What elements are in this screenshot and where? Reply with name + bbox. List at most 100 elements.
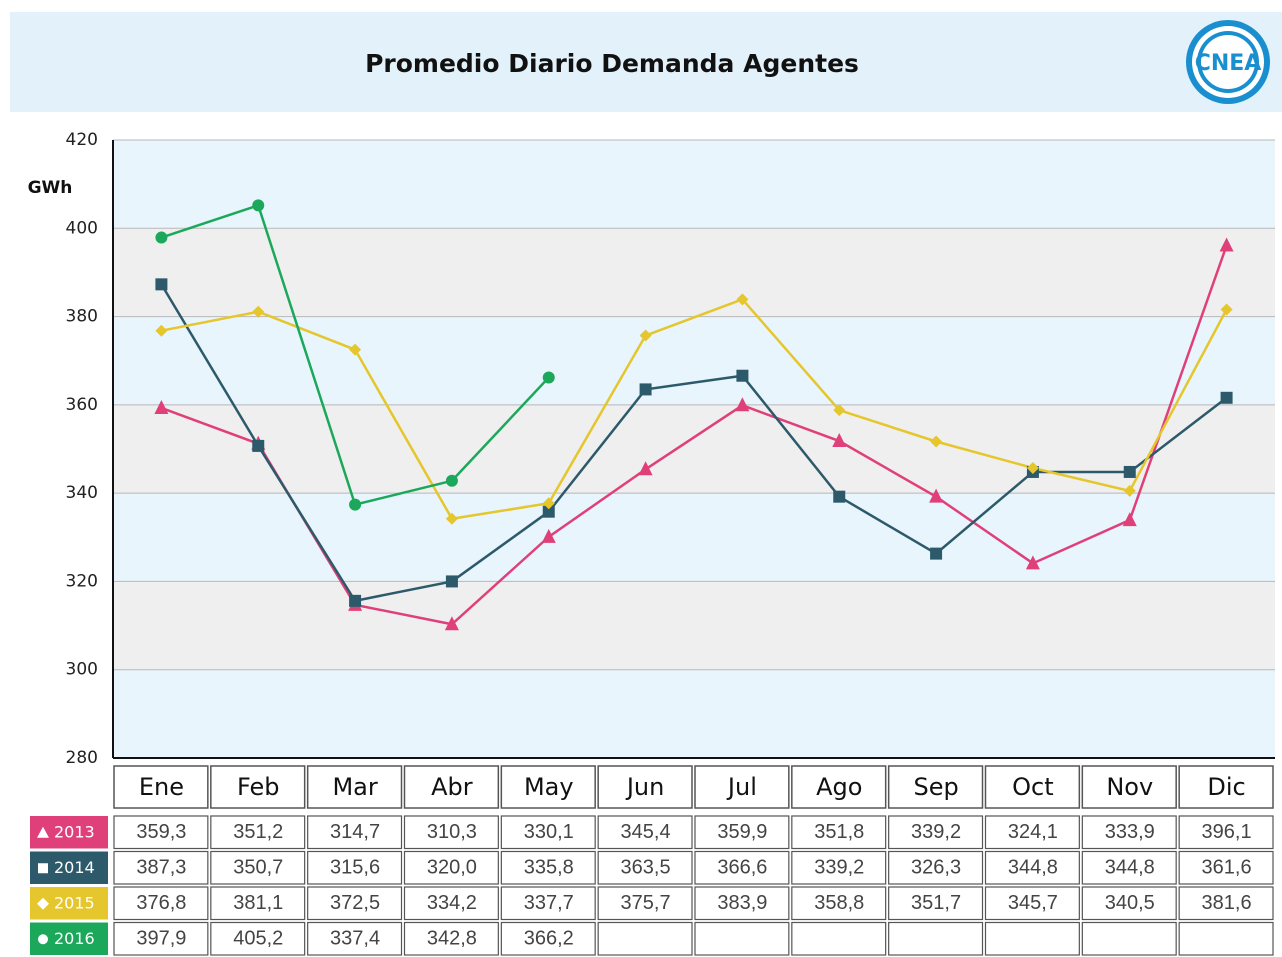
marker	[1123, 465, 1136, 478]
y-axis-label: GWh	[28, 178, 73, 198]
table-cell	[597, 921, 693, 956]
marker	[349, 498, 362, 511]
x-tick-label: Jul	[726, 773, 757, 801]
table-cell	[113, 850, 209, 885]
table-cell	[210, 815, 306, 850]
marker	[1220, 391, 1233, 404]
grid-band	[113, 404, 1275, 494]
marker	[349, 343, 362, 356]
chart-title: Promedio Diario Demanda Agentes	[365, 49, 859, 78]
legend-symbol	[38, 863, 48, 874]
table-cell	[694, 921, 790, 956]
marker	[1025, 555, 1040, 570]
marker	[1123, 484, 1136, 497]
table-value: 334,2	[427, 892, 477, 914]
marker	[833, 490, 846, 503]
table-value: 396,1	[1202, 821, 1252, 843]
marker	[930, 547, 943, 560]
marker	[252, 305, 265, 318]
table-value: 333,9	[1105, 821, 1155, 843]
table-value: 375,7	[621, 892, 671, 914]
x-tick-label: Jun	[625, 773, 665, 801]
table-value: 366,2	[524, 928, 574, 950]
table-cell	[1081, 886, 1177, 921]
table-cell	[984, 815, 1080, 850]
table-cell	[791, 921, 887, 956]
y-tick-label: 380	[66, 307, 98, 327]
x-tick-label: Ene	[139, 773, 184, 801]
header-band	[10, 12, 1282, 112]
y-tick-label: 360	[66, 395, 98, 415]
table-value: 387,3	[136, 857, 186, 879]
table-cell	[984, 921, 1080, 956]
table-cell	[210, 921, 306, 956]
table-value: 345,7	[1008, 892, 1058, 914]
legend-label: 2013	[54, 822, 95, 841]
table-value: 359,9	[717, 821, 767, 843]
logo: CNEA	[1186, 20, 1270, 104]
table-value: 345,4	[621, 821, 671, 843]
table-cell	[1081, 850, 1177, 885]
y-tick-label: 300	[66, 660, 98, 680]
marker	[252, 439, 265, 452]
table-value: 340,5	[1105, 892, 1155, 914]
table-header-cell	[1081, 765, 1177, 809]
table-value: 351,2	[233, 821, 283, 843]
table-value: 344,8	[1008, 857, 1058, 879]
table-cell	[113, 815, 209, 850]
table-value: 339,2	[911, 821, 961, 843]
y-tick-label: 340	[66, 483, 98, 503]
table-cell	[694, 815, 790, 850]
marker	[736, 293, 749, 306]
table-header-cell	[597, 765, 693, 809]
marker	[155, 231, 168, 244]
table-value: 324,1	[1008, 821, 1058, 843]
marker	[445, 575, 458, 588]
table-value: 339,2	[814, 857, 864, 879]
table-value: 342,8	[427, 928, 477, 950]
table-cell	[307, 850, 403, 885]
x-tick-label: May	[524, 773, 574, 801]
marker	[735, 397, 750, 412]
table-header-cell	[113, 765, 209, 809]
table-header-cell	[306, 765, 403, 809]
table-header-cell	[403, 765, 500, 809]
table-cell	[403, 815, 499, 850]
table-value: 337,4	[330, 928, 380, 950]
x-tick-label: Nov	[1106, 773, 1153, 801]
table-value: 381,6	[1202, 892, 1252, 914]
marker	[929, 488, 944, 503]
x-tick-label: Oct	[1012, 773, 1054, 801]
marker	[832, 433, 847, 448]
table-value: 351,8	[814, 821, 864, 843]
table-cell	[113, 921, 209, 956]
table-cell	[210, 850, 306, 885]
table-value: 314,7	[330, 821, 380, 843]
table-header-cell	[984, 765, 1081, 809]
grid-band	[113, 581, 1275, 670]
table-cell	[500, 886, 596, 921]
table-header-cell	[791, 765, 887, 809]
table-cell	[984, 850, 1080, 885]
y-tick-label: 280	[66, 748, 98, 768]
table-cell	[307, 886, 403, 921]
marker	[445, 474, 458, 487]
marker	[833, 404, 846, 417]
table-cell	[888, 886, 984, 921]
table-value: 363,5	[621, 857, 671, 879]
table-cell	[597, 886, 693, 921]
table-value: 376,8	[136, 892, 186, 914]
table-cell	[500, 815, 596, 850]
table-cell	[597, 815, 693, 850]
table-value: 335,8	[524, 857, 574, 879]
table-value: 326,3	[911, 857, 961, 879]
table-value: 337,7	[524, 892, 574, 914]
table-cell	[500, 921, 596, 956]
table-header-cell	[500, 765, 596, 809]
marker	[542, 371, 555, 384]
table-header-cell	[210, 765, 306, 809]
table-value: 372,5	[330, 892, 380, 914]
table-cell	[888, 850, 984, 885]
table-cell	[694, 886, 790, 921]
series-line	[160, 245, 1228, 626]
